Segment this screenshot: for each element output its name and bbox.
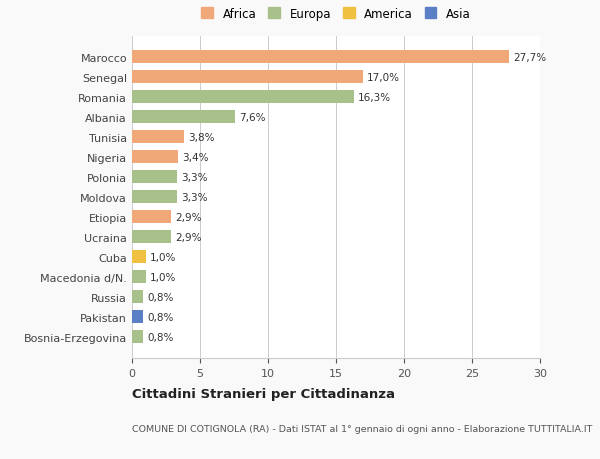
- Text: 7,6%: 7,6%: [239, 112, 266, 123]
- Text: 3,4%: 3,4%: [182, 152, 209, 162]
- Text: 0,8%: 0,8%: [147, 312, 173, 322]
- Text: 27,7%: 27,7%: [513, 53, 546, 63]
- Text: 2,9%: 2,9%: [176, 213, 202, 222]
- Bar: [132, 91, 353, 104]
- Bar: [132, 191, 177, 204]
- Bar: [132, 151, 178, 164]
- Text: 1,0%: 1,0%: [149, 252, 176, 262]
- Text: 17,0%: 17,0%: [367, 73, 400, 83]
- Text: Cittadini Stranieri per Cittadinanza: Cittadini Stranieri per Cittadinanza: [132, 387, 395, 400]
- Text: 16,3%: 16,3%: [358, 93, 391, 103]
- Bar: [132, 291, 143, 303]
- Text: 3,3%: 3,3%: [181, 173, 208, 182]
- Legend: Africa, Europa, America, Asia: Africa, Europa, America, Asia: [198, 4, 474, 24]
- Text: 0,8%: 0,8%: [147, 332, 173, 342]
- Bar: [132, 271, 146, 284]
- Text: 2,9%: 2,9%: [176, 232, 202, 242]
- Bar: [132, 71, 363, 84]
- Bar: [132, 311, 143, 324]
- Text: 1,0%: 1,0%: [149, 272, 176, 282]
- Text: COMUNE DI COTIGNOLA (RA) - Dati ISTAT al 1° gennaio di ogni anno - Elaborazione : COMUNE DI COTIGNOLA (RA) - Dati ISTAT al…: [132, 425, 592, 433]
- Bar: [132, 211, 172, 224]
- Text: 3,8%: 3,8%: [188, 133, 214, 143]
- Text: 0,8%: 0,8%: [147, 292, 173, 302]
- Bar: [132, 111, 235, 124]
- Bar: [132, 171, 177, 184]
- Bar: [132, 251, 146, 263]
- Bar: [132, 51, 509, 64]
- Bar: [132, 330, 143, 343]
- Bar: [132, 231, 172, 244]
- Text: 3,3%: 3,3%: [181, 192, 208, 202]
- Bar: [132, 131, 184, 144]
